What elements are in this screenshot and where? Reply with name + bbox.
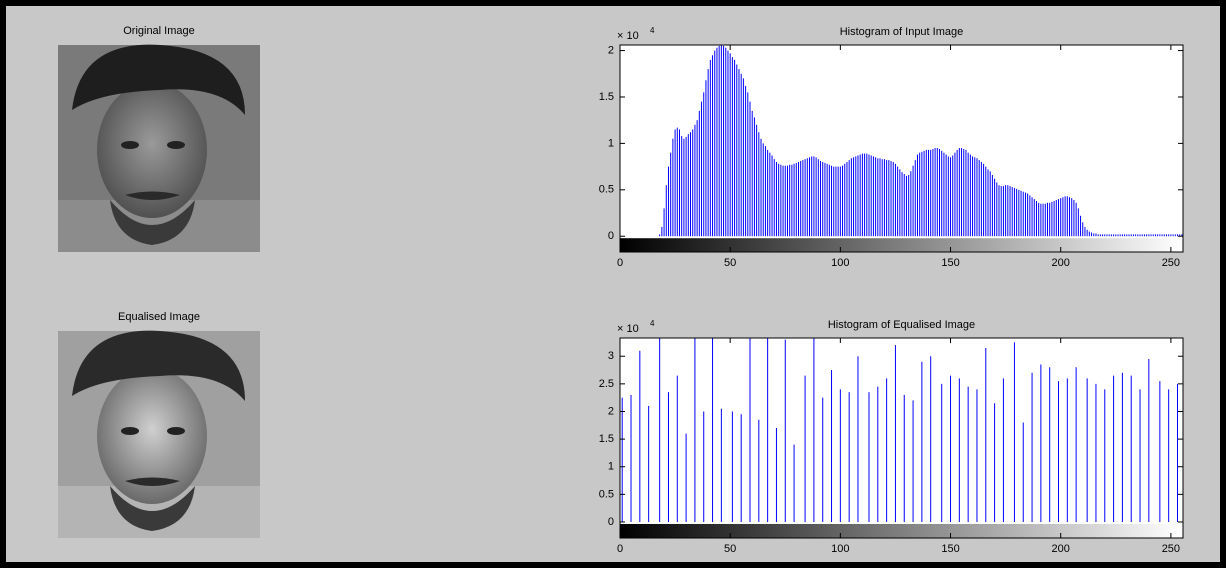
- y-multiplier: × 10: [617, 323, 639, 335]
- x-tick-label: 250: [1162, 257, 1180, 269]
- y-tick-label: 2.5: [599, 378, 614, 390]
- x-tick-label: 100: [831, 543, 849, 555]
- figure: Original Image05010015020025000.511.52Hi…: [0, 0, 1226, 568]
- y-exponent: 4: [650, 319, 655, 328]
- original-photo: [58, 45, 260, 252]
- y-tick-label: 1: [608, 137, 614, 149]
- y-tick-label: 2: [608, 405, 614, 417]
- y-multiplier: × 10: [617, 30, 639, 42]
- image-title: Equalised Image: [118, 311, 200, 323]
- y-tick-label: 0.5: [599, 184, 614, 196]
- x-tick-label: 200: [1052, 257, 1070, 269]
- page: {"chart_data": [ {"type": "image", "titl…: [0, 0, 1226, 568]
- x-tick-label: 250: [1162, 543, 1180, 555]
- x-tick-label: 100: [831, 257, 849, 269]
- plot-area: [620, 45, 1183, 252]
- equalised-photo: [58, 331, 260, 538]
- y-exponent: 4: [650, 26, 655, 35]
- x-tick-label: 0: [617, 543, 623, 555]
- gray-ramp: [620, 524, 1183, 538]
- x-tick-label: 50: [724, 257, 736, 269]
- y-tick-label: 3: [608, 350, 614, 362]
- x-tick-label: 50: [724, 543, 736, 555]
- x-tick-label: 0: [617, 257, 623, 269]
- y-tick-label: 0.5: [599, 488, 614, 500]
- x-tick-label: 150: [941, 543, 959, 555]
- x-tick-label: 200: [1052, 543, 1070, 555]
- y-tick-label: 2: [608, 44, 614, 56]
- plot-area: [620, 338, 1183, 538]
- image-title: Original Image: [123, 25, 195, 37]
- chart-title: Histogram of Equalised Image: [828, 319, 975, 331]
- y-tick-label: 0: [608, 230, 614, 242]
- chart-title: Histogram of Input Image: [840, 26, 964, 38]
- gray-ramp: [620, 238, 1183, 252]
- y-tick-label: 1.5: [599, 433, 614, 445]
- y-tick-label: 0: [608, 516, 614, 528]
- y-tick-label: 1: [608, 461, 614, 473]
- y-tick-label: 1.5: [599, 91, 614, 103]
- x-tick-label: 150: [941, 257, 959, 269]
